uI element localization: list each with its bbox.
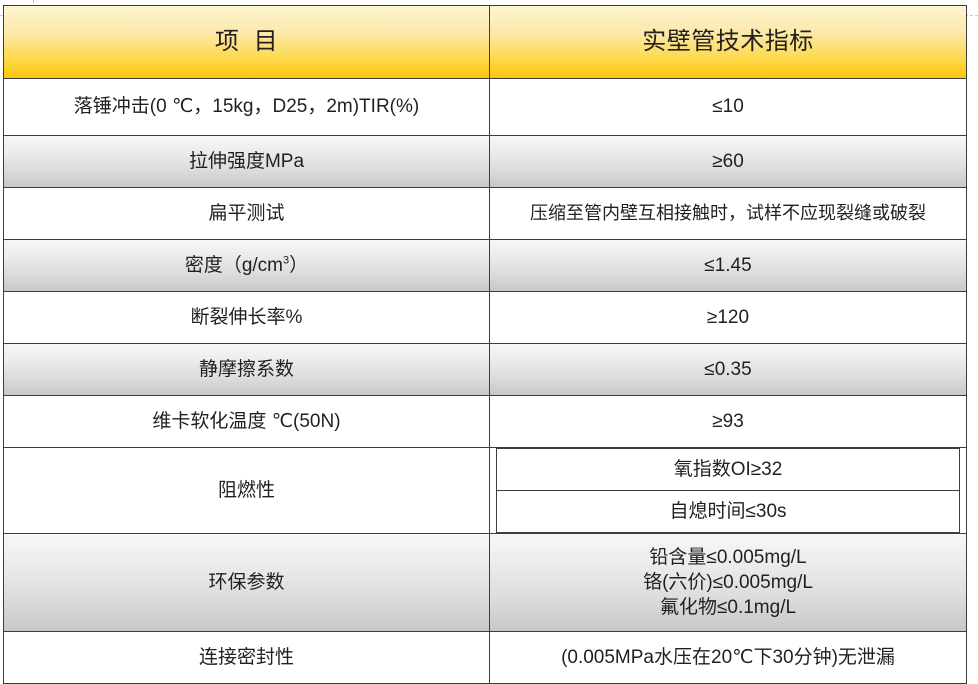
table-row: 落锤冲击(0 ℃，15kg，D25，2m)TIR(%) ≤10 bbox=[3, 78, 967, 136]
row-item-cell: 密度（g/cm3） bbox=[3, 239, 490, 292]
spec-sub-table: 氧指数OI≥32 自熄时间≤30s bbox=[496, 448, 960, 533]
table-header-row: 项 目 实壁管技术指标 bbox=[3, 5, 967, 79]
row-item-cell: 连接密封性 bbox=[3, 631, 490, 684]
spec-sub-cell: 氧指数OI≥32 bbox=[496, 448, 960, 491]
spec-sub-row: 自熄时间≤30s bbox=[496, 490, 960, 533]
row-spec-cell: ≤10 bbox=[489, 78, 967, 136]
spec-line: 铬(六价)≤0.005mg/L bbox=[643, 571, 813, 593]
row-spec-cell: (0.005MPa水压在20℃下30分钟)无泄漏 bbox=[489, 631, 967, 684]
specification-table: 项 目 实壁管技术指标 落锤冲击(0 ℃，15kg，D25，2m)TIR(%) … bbox=[3, 5, 967, 684]
column-header-item: 项 目 bbox=[3, 5, 490, 79]
table-row: 断裂伸长率% ≥120 bbox=[3, 291, 967, 344]
row-item-text-suffix: ） bbox=[289, 254, 309, 276]
table-row: 密度（g/cm3） ≤1.45 bbox=[3, 239, 967, 292]
row-item-cell: 维卡软化温度 ℃(50N) bbox=[3, 395, 490, 448]
table-row: 环保参数 铅含量≤0.005mg/L 铬(六价)≤0.005mg/L 氟化物≤0… bbox=[3, 533, 967, 632]
row-spec-cell: 氧指数OI≥32 自熄时间≤30s bbox=[489, 447, 967, 534]
table-row: 维卡软化温度 ℃(50N) ≥93 bbox=[3, 395, 967, 448]
row-item-cell: 落锤冲击(0 ℃，15kg，D25，2m)TIR(%) bbox=[3, 78, 490, 136]
spec-sub-cell: 自熄时间≤30s bbox=[496, 490, 960, 533]
row-spec-cell: ≥60 bbox=[489, 135, 967, 188]
row-spec-cell: ≥120 bbox=[489, 291, 967, 344]
table-row: 阻燃性 氧指数OI≥32 自熄时间≤30s bbox=[3, 447, 967, 534]
row-item-cell: 扁平测试 bbox=[3, 187, 490, 240]
row-item-cell: 阻燃性 bbox=[3, 447, 490, 534]
column-header-item-label: 项 目 bbox=[214, 28, 279, 56]
row-spec-cell: ≥93 bbox=[489, 395, 967, 448]
row-spec-cell: ≤0.35 bbox=[489, 343, 967, 396]
row-spec-cell: 铅含量≤0.005mg/L 铬(六价)≤0.005mg/L 氟化物≤0.1mg/… bbox=[489, 533, 967, 632]
row-item-cell: 断裂伸长率% bbox=[3, 291, 490, 344]
row-item-cell: 拉伸强度MPa bbox=[3, 135, 490, 188]
table-row: 拉伸强度MPa ≥60 bbox=[3, 135, 967, 188]
row-item-cell: 环保参数 bbox=[3, 533, 490, 632]
table-row: 连接密封性 (0.005MPa水压在20℃下30分钟)无泄漏 bbox=[3, 631, 967, 684]
column-header-spec: 实壁管技术指标 bbox=[489, 5, 967, 79]
row-item-text-prefix: 密度（g/cm bbox=[184, 254, 284, 276]
spec-line: 氟化物≤0.1mg/L bbox=[659, 597, 797, 619]
row-item-cell: 静摩擦系数 bbox=[3, 343, 490, 396]
column-header-spec-label: 实壁管技术指标 bbox=[642, 28, 814, 56]
row-spec-cell: ≤1.45 bbox=[489, 239, 967, 292]
table-row: 静摩擦系数 ≤0.35 bbox=[3, 343, 967, 396]
spec-sub-row: 氧指数OI≥32 bbox=[496, 448, 960, 491]
row-spec-cell: 压缩至管内壁互相接触时，试样不应现裂缝或破裂 bbox=[489, 187, 967, 240]
spec-line: 铅含量≤0.005mg/L bbox=[649, 546, 807, 568]
row-item-superscript: 3 bbox=[283, 254, 290, 267]
table-row: 扁平测试 压缩至管内壁互相接触时，试样不应现裂缝或破裂 bbox=[3, 187, 967, 240]
